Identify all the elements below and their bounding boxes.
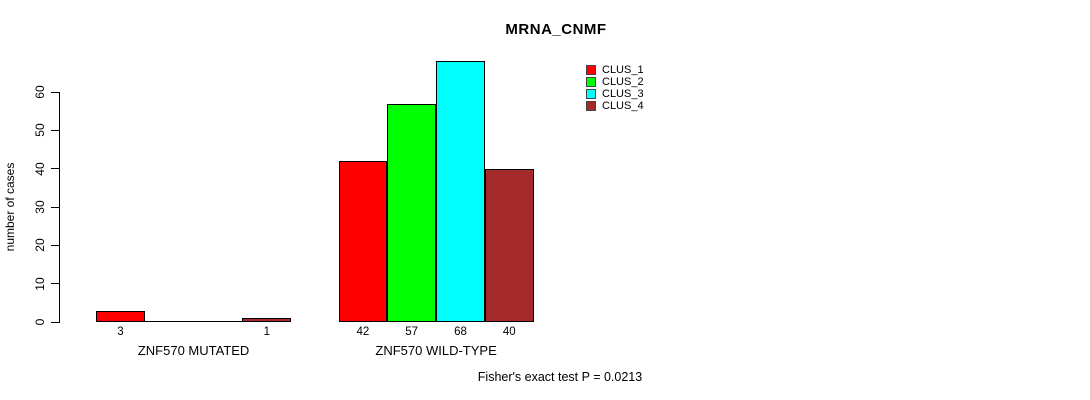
legend-item-clus_1: CLUS_1 — [586, 64, 644, 76]
legend-swatch-clus_2 — [586, 77, 596, 87]
bar-value-label: 68 — [454, 326, 467, 338]
y-tick-label: 50 — [33, 123, 47, 138]
bar-clus_1-mutated — [96, 310, 145, 322]
y-tick-label: 20 — [33, 238, 47, 253]
legend-item-clus_2: CLUS_2 — [586, 76, 644, 88]
y-axis-line — [59, 92, 60, 323]
legend-swatch-clus_4 — [586, 101, 596, 111]
y-axis-tick — [51, 91, 59, 93]
y-tick-label: 30 — [33, 200, 47, 214]
y-axis-tick — [51, 168, 59, 170]
bar-clus_4-wildtype — [484, 168, 534, 322]
legend-item-clus_3: CLUS_3 — [586, 88, 644, 100]
fisher-test-annotation: Fisher's exact test P = 0.0213 — [477, 370, 643, 384]
legend-label: CLUS_2 — [602, 76, 644, 88]
y-tick-label: 0 — [33, 318, 47, 326]
bar-value-label: 42 — [356, 326, 370, 338]
y-axis-tick — [51, 321, 59, 323]
bar-clus_1-wildtype — [338, 161, 388, 322]
legend-label: CLUS_1 — [602, 64, 644, 76]
group-label-wildtype: ZNF570 WILD-TYPE — [375, 343, 497, 358]
y-axis-tick — [51, 244, 59, 246]
y-tick-label: 10 — [33, 276, 47, 291]
y-axis-tick — [51, 283, 59, 285]
bar-value-label: 57 — [405, 326, 419, 338]
legend-swatch-clus_1 — [586, 65, 596, 75]
legend-label: CLUS_4 — [602, 100, 644, 112]
y-tick-label: 60 — [33, 85, 47, 99]
bar-clus_4-mutated — [242, 318, 292, 322]
y-axis-tick — [51, 129, 59, 131]
bar-clus_2-wildtype — [387, 103, 437, 322]
bar-value-label: 3 — [117, 326, 124, 338]
group-label-mutated: ZNF570 MUTATED — [137, 343, 250, 358]
chart-title: MRNA_CNMF — [505, 21, 607, 38]
legend-swatch-clus_3 — [586, 89, 596, 99]
bar-clus_3-wildtype — [436, 61, 485, 322]
bar-zero-clus_3 — [193, 321, 243, 322]
y-tick-label: 40 — [33, 161, 47, 176]
y-axis-tick — [51, 206, 59, 208]
legend-item-clus_4: CLUS_4 — [586, 100, 644, 112]
legend-label: CLUS_3 — [602, 88, 644, 100]
bar-zero-clus_2 — [144, 321, 194, 322]
bar-value-label: 40 — [502, 326, 516, 338]
legend: CLUS_1 CLUS_2 CLUS_3 CLUS_4 — [586, 64, 644, 112]
y-axis-label: number of cases — [3, 162, 17, 252]
bar-value-label: 1 — [263, 326, 270, 338]
